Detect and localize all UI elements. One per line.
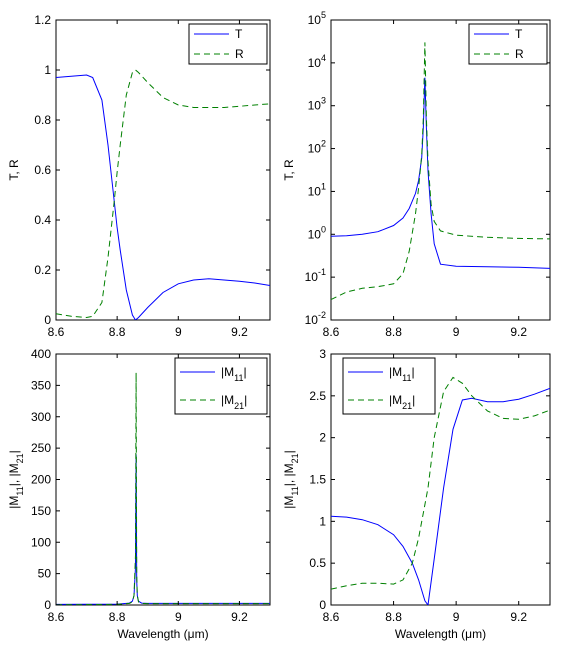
legend: |M11||M21| — [174, 357, 268, 415]
y-tick-label: 2 — [319, 431, 326, 445]
series-line-second — [56, 69, 270, 319]
legend-box — [468, 23, 548, 65]
series-line-second — [331, 376, 550, 590]
series-line-first — [331, 77, 550, 269]
y-tick-label: 150 — [31, 504, 51, 518]
subscript: 21 — [402, 401, 412, 411]
x-tick-label: 8.6 — [323, 610, 340, 624]
legend: |M11||M21| — [342, 357, 436, 415]
y-tick-label: 3 — [319, 347, 326, 361]
y-tick-label: 101 — [308, 181, 326, 198]
subscript: 11 — [15, 486, 25, 495]
y-axis-label: |M11|, |M21| — [7, 450, 25, 509]
x-tick-label: 8.8 — [109, 610, 126, 624]
series-group — [331, 376, 550, 605]
plot-area — [330, 19, 551, 321]
y-tick-label: 0.8 — [34, 113, 51, 127]
y-tick-label: 400 — [31, 347, 51, 361]
tick-exponent: -1 — [318, 267, 326, 277]
x-tick-label: 9 — [453, 325, 460, 339]
y-tick-label: 200 — [31, 473, 51, 487]
y-tick-label: 103 — [308, 96, 326, 113]
series-group — [331, 42, 550, 301]
x-axis-label: Wavelength (μm) — [117, 627, 208, 641]
x-tick-label: 9.2 — [510, 610, 527, 624]
legend-box — [342, 357, 436, 415]
plot-area — [55, 19, 271, 321]
x-tick-label: 9 — [175, 610, 182, 624]
y-tick-label: 100 — [308, 224, 326, 241]
y-tick-label: 0.5 — [309, 556, 326, 570]
tick-exponent: 2 — [321, 139, 326, 149]
x-tick-label: 8.6 — [48, 325, 65, 339]
x-axis-label: Wavelength (μm) — [395, 627, 486, 641]
y-axis-label: T, R — [282, 159, 296, 181]
y-tick-label: 300 — [31, 410, 51, 424]
panel-b: 8.6 8.8 9 9.2 1 0 -2 10-1 100 101 102 103 104 105 T, R… — [282, 10, 551, 339]
y-tick-label: 104 — [308, 53, 326, 70]
x-tick-label: 9.2 — [231, 610, 248, 624]
panel-d: 8.6 8.8 9 9.2 0 0.5 1 1.5 2 2.5 3 |M11|, |M21| Wavel… — [282, 347, 551, 641]
legend: TR — [188, 23, 268, 65]
legend: TR — [468, 23, 548, 65]
tick-exponent: 5 — [321, 10, 326, 20]
y-tick-label: 350 — [31, 378, 51, 392]
x-tick-label: 8.6 — [48, 610, 65, 624]
subscript: 11 — [290, 486, 300, 495]
legend-label: T — [515, 27, 523, 41]
x-tick-label: 9 — [453, 610, 460, 624]
y-tick-label: 0 — [44, 598, 51, 612]
series-line-first — [331, 387, 550, 605]
x-tick-label: 9.2 — [510, 325, 527, 339]
x-tick-label: 9 — [175, 325, 182, 339]
tick-exponent: 4 — [321, 53, 326, 63]
y-tick-label: 0.6 — [34, 163, 51, 177]
legend-box — [188, 23, 268, 65]
y-tick-label: 0.2 — [34, 263, 51, 277]
subscript: 21 — [290, 453, 300, 463]
legend-label: T — [235, 27, 243, 41]
panel-c: 8.6 8.8 9 9.2 0 50 100 150 200 250 300 350 400 |M11|,… — [7, 347, 271, 641]
series-group — [56, 69, 270, 320]
y-tick-label: 250 — [31, 441, 51, 455]
y-tick-label: 0 — [44, 313, 51, 327]
y-tick-label: 102 — [308, 139, 326, 156]
subscript: 21 — [234, 401, 244, 411]
legend-label: R — [235, 47, 244, 61]
tick-exponent: 3 — [321, 96, 326, 106]
tick-exponent: 0 — [321, 224, 326, 234]
legend-label: R — [515, 47, 524, 61]
y-axis-label: T, R — [7, 159, 21, 181]
y-tick-label: 1.2 — [34, 13, 51, 27]
tick-exponent: -2 — [318, 310, 326, 320]
y-axis-label: |M11|, |M21| — [282, 450, 300, 509]
subscript: 21 — [15, 453, 25, 463]
y-tick-label: 0.4 — [34, 213, 51, 227]
panel-a: 8.6 8.8 9 9.2 0 0.2 0.4 0.6 0.8 1 1.2 T, R TR — [7, 13, 271, 339]
x-tick-label: 8.8 — [385, 610, 402, 624]
x-tick-label: 9.2 — [231, 325, 248, 339]
series-line-second — [331, 42, 550, 301]
y-tick-label: 105 — [308, 10, 326, 27]
tick-exponent: 1 — [321, 181, 326, 191]
x-tick-label: 8.8 — [109, 325, 126, 339]
subscript: 11 — [402, 373, 411, 383]
x-tick-label: 8.6 — [323, 325, 340, 339]
y-tick-label: 1.5 — [309, 473, 326, 487]
legend-box — [174, 357, 268, 415]
y-tick-label: 10-1 — [305, 267, 326, 284]
series-line-first — [56, 74, 270, 320]
y-tick-label: 1 — [44, 63, 51, 77]
series-line-second — [56, 372, 270, 605]
y-tick-label: 50 — [38, 567, 52, 581]
subscript: 11 — [234, 373, 243, 383]
y-tick-label: 0 — [319, 598, 326, 612]
y-tick-label: 2.5 — [309, 389, 326, 403]
x-tick-label: 8.8 — [385, 325, 402, 339]
y-tick-label: 100 — [31, 535, 51, 549]
series-group — [56, 372, 270, 605]
y-tick-label: 1 — [319, 514, 326, 528]
